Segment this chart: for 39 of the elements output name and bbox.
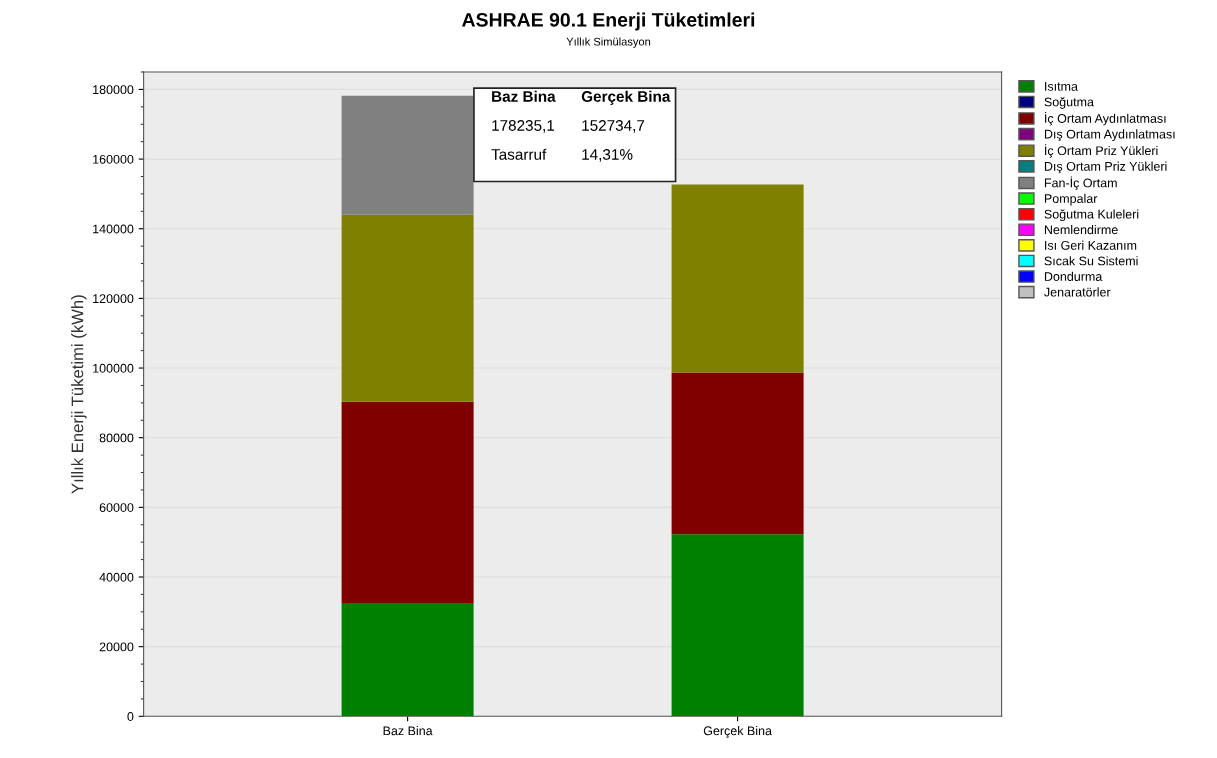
- annotation: 152734,7: [582, 120, 645, 133]
- annotation: 14,31%: [582, 149, 633, 162]
- annotation: Gerçek Bina: [581, 90, 671, 105]
- legend-label: Pompalar: [1044, 193, 1098, 206]
- y-tick-label: 140000: [93, 224, 134, 234]
- legend-label: Dış Ortam Aydınlatması: [1044, 129, 1175, 142]
- legend-label: Dış Ortam Priz Yükleri: [1044, 161, 1167, 174]
- legend-label: Isıtma: [1045, 82, 1078, 91]
- annotation: Baz Bina: [492, 90, 556, 102]
- y-tick-label: 180000: [93, 85, 134, 95]
- legend-label: Sıcak Su Sistemi: [1044, 256, 1138, 266]
- y-tick-label: 40000: [99, 572, 134, 582]
- legend-label: Nemlendirme: [1044, 224, 1118, 235]
- legend-label: İç Ortam Aydınlatması: [1045, 111, 1166, 126]
- legend-label: Fan-İç Ortam: [1044, 176, 1117, 190]
- y-tick-label: 20000: [99, 642, 134, 652]
- annotation: 178235,1: [492, 120, 555, 133]
- legend-label: İç Ortam Priz Yükleri: [1045, 144, 1158, 158]
- annotation: Tasarruf: [491, 148, 547, 160]
- y-tick-label: 120000: [93, 294, 134, 304]
- bar: [341, 603, 474, 717]
- bar: [341, 214, 474, 402]
- bar: [671, 534, 804, 717]
- y-tick-label: 100000: [93, 363, 134, 373]
- y-tick-label: 60000: [99, 503, 134, 512]
- chart-subtitle: Yıllık Simülasyon: [566, 37, 651, 48]
- y-tick-label: 160000: [93, 154, 134, 164]
- bar: [341, 401, 474, 604]
- legend-label: Dondurma: [1044, 271, 1103, 281]
- legend-label: Jenaratörler: [1044, 287, 1111, 297]
- bar: [671, 372, 804, 535]
- bar: [671, 184, 804, 373]
- legend-label: Isı Geri Kazanım: [1045, 240, 1137, 250]
- y-tick-label: 80000: [99, 433, 134, 443]
- legend-label: Soğutma: [1044, 97, 1094, 109]
- chart-title: ASHRAE 90.1 Enerji Tüketimleri: [462, 12, 755, 31]
- legend-label: Soğutma Kuleleri: [1044, 209, 1139, 222]
- y-tick-label: 0: [127, 712, 134, 721]
- y-axis-title: Yıllık Enerji Tüketimi (kWh): [71, 295, 87, 494]
